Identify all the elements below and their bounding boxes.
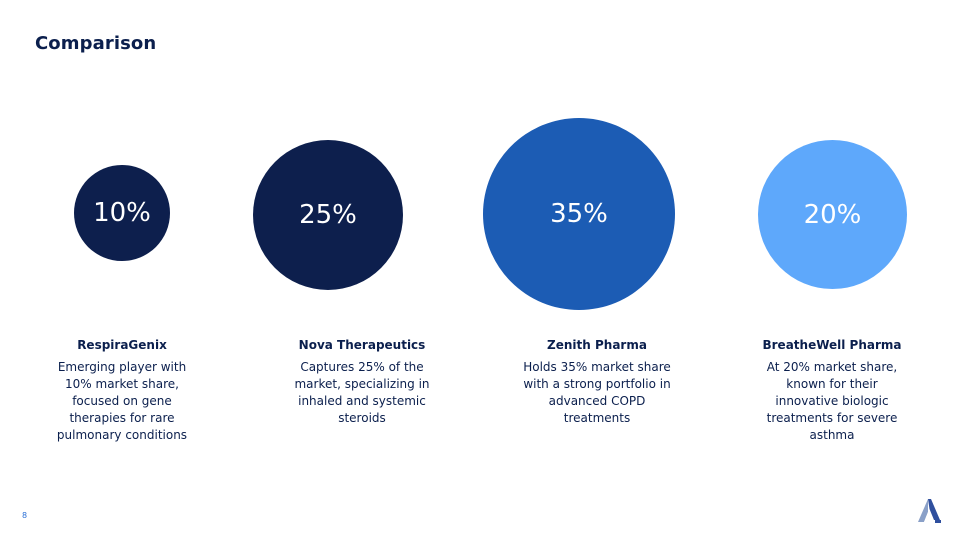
company-card-breathewell-pharma: BreatheWell Pharma At 20% market share, … (742, 337, 922, 444)
market-share-value: 10% (93, 198, 151, 228)
company-logo-icon (918, 499, 941, 523)
company-name: Zenith Pharma (547, 338, 647, 352)
market-share-value: 20% (803, 199, 862, 230)
market-share-circle-zenith-pharma: 35% (483, 118, 675, 310)
market-share-circle-respiragenix: 10% (74, 165, 170, 261)
company-description: At 20% market share, known for their inn… (766, 360, 898, 442)
company-description: Holds 35% market share with a strong por… (523, 360, 671, 425)
market-share-value: 25% (299, 200, 357, 230)
page-number: 8 (22, 511, 28, 520)
company-description: Captures 25% of the market, specializing… (294, 360, 430, 425)
company-name: RespiraGenix (77, 338, 167, 352)
market-share-circle-breathewell-pharma: 20% (758, 140, 907, 289)
company-card-zenith-pharma: Zenith Pharma Holds 35% market share wit… (507, 337, 687, 427)
market-share-circle-nova-therapeutics: 25% (253, 140, 403, 290)
market-share-value: 35% (550, 199, 608, 229)
company-card-nova-therapeutics: Nova Therapeutics Captures 25% of the ma… (272, 337, 452, 427)
company-card-respiragenix: RespiraGenix Emerging player with 10% ma… (32, 337, 212, 444)
company-description: Emerging player with 10% market share, f… (56, 360, 188, 442)
company-name: Nova Therapeutics (298, 338, 426, 352)
company-name: BreatheWell Pharma (762, 338, 902, 352)
slide-title: Comparison (35, 33, 157, 54)
